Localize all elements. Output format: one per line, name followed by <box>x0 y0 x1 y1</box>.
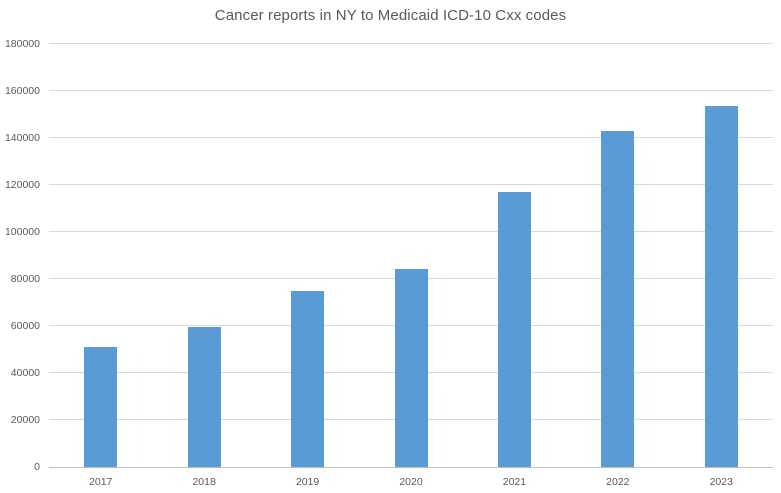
x-axis-line <box>49 467 773 468</box>
gridline <box>49 137 773 139</box>
bar-2022 <box>601 130 635 467</box>
y-axis-tick-label: 20000 <box>10 413 40 426</box>
y-axis-tick-label: 140000 <box>4 131 40 144</box>
gridline <box>49 90 773 92</box>
y-axis-tick-label: 160000 <box>4 84 40 97</box>
x-axis-tick-label: 2023 <box>709 476 733 488</box>
bar-2023 <box>704 105 738 467</box>
y-axis-tick-label: 120000 <box>4 178 40 191</box>
x-axis-tick-label: 2017 <box>89 476 113 488</box>
gridline <box>49 43 773 44</box>
gridline <box>49 184 773 186</box>
gridline <box>49 231 773 233</box>
y-axis-tick-label: 180000 <box>4 37 40 50</box>
x-axis-tick-label: 2020 <box>399 476 423 488</box>
chart-title: Cancer reports in NY to Medicaid ICD-10 … <box>214 7 567 24</box>
x-axis-tick-label: 2018 <box>192 476 216 488</box>
bar-2018 <box>187 327 221 467</box>
x-axis-tick-label: 2021 <box>502 476 527 488</box>
bar-2020 <box>394 269 428 467</box>
x-axis-tick-label: 2019 <box>295 476 320 488</box>
y-axis-tick-label: 0 <box>34 461 40 473</box>
y-axis-tick-label: 80000 <box>10 272 40 285</box>
y-axis-tick-label: 100000 <box>4 225 40 238</box>
x-axis-tick-label: 2022 <box>606 476 630 488</box>
y-axis-tick-label: 40000 <box>10 366 40 379</box>
bar-2021 <box>497 191 531 467</box>
y-axis-tick-label: 60000 <box>10 319 40 332</box>
bar-2017 <box>84 347 118 467</box>
bar-2019 <box>291 290 325 467</box>
